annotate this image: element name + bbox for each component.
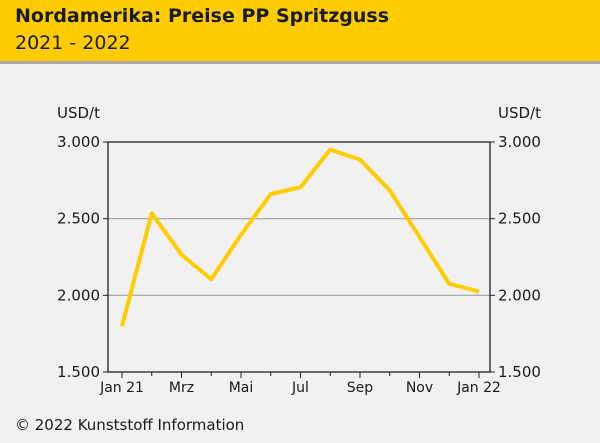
chart-title: Nordamerika: Preise PP Spritzguss: [15, 5, 390, 27]
y-tick-label-right: 2.500: [498, 210, 541, 228]
y-tick-label-right: 1.500: [498, 363, 541, 381]
y-tick-label-left: 2.000: [57, 286, 100, 304]
x-tick-label: Sep: [347, 380, 374, 396]
y-tick-label-left: 2.500: [57, 210, 100, 228]
chart-subtitle: 2021 - 2022: [15, 32, 131, 54]
x-tick-label: Jan 22: [456, 380, 501, 396]
y-tick-label-left: 3.000: [57, 133, 100, 151]
price-line: [120, 147, 480, 327]
x-tick-label: Mai: [229, 380, 254, 396]
copyright: © 2022 Kunststoff Information: [15, 416, 245, 434]
x-tick-label: Jan 21: [99, 380, 144, 396]
y-axis-label-left: USD/t: [57, 104, 100, 122]
y-axis-label-right: USD/t: [498, 104, 541, 122]
plot-frame: [107, 141, 491, 373]
header: Nordamerika: Preise PP Spritzguss 2021 -…: [0, 0, 600, 64]
x-tick-label: Mrz: [169, 380, 194, 396]
x-tick-label: Jul: [291, 380, 309, 396]
y-tick-label-left: 1.500: [57, 363, 100, 381]
y-tick-label-right: 3.000: [498, 133, 541, 151]
y-tick-label-right: 2.000: [498, 286, 541, 304]
x-tick-label: Nov: [406, 380, 433, 396]
